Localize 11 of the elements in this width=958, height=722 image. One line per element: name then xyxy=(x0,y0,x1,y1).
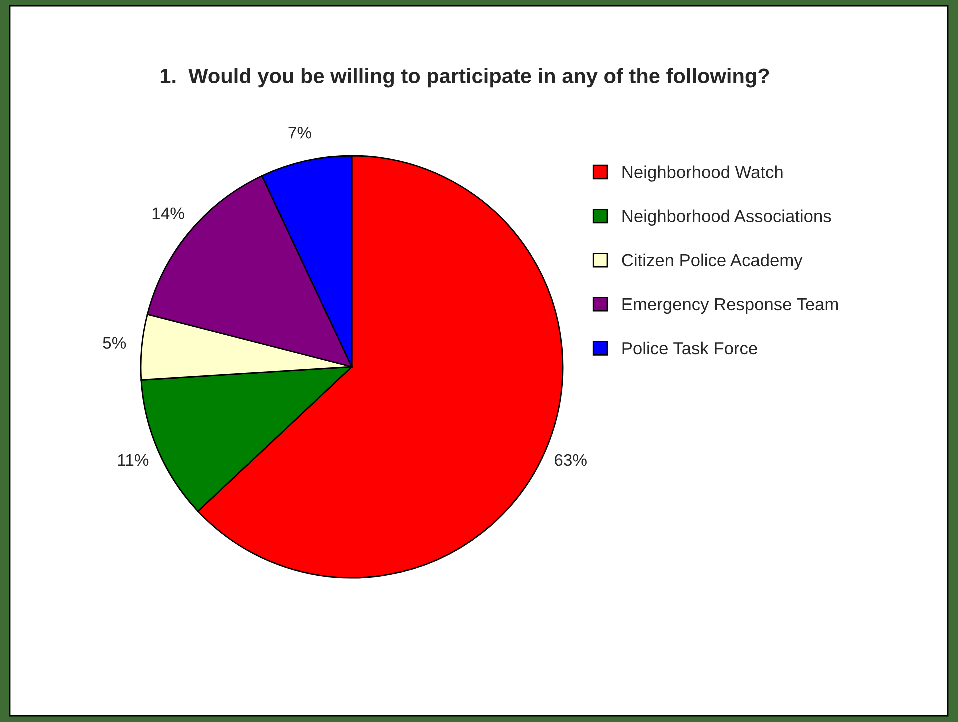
data-label: 63% xyxy=(554,454,587,466)
data-label: 11% xyxy=(118,454,149,466)
legend-label: Citizen Police Academy xyxy=(622,254,803,270)
legend-label: Police Task Force xyxy=(622,342,758,355)
chart-title: 1. Would you be willing to participate in any of the following? xyxy=(160,68,770,88)
legend-label: Neighborhood Associations xyxy=(622,210,832,226)
legend-label: Neighborhood Watch xyxy=(622,166,783,182)
data-label: 7% xyxy=(288,127,312,139)
data-label: 5% xyxy=(103,337,126,350)
data-label: 14% xyxy=(152,208,184,220)
legend-label: Emergency Response Team xyxy=(622,298,838,314)
